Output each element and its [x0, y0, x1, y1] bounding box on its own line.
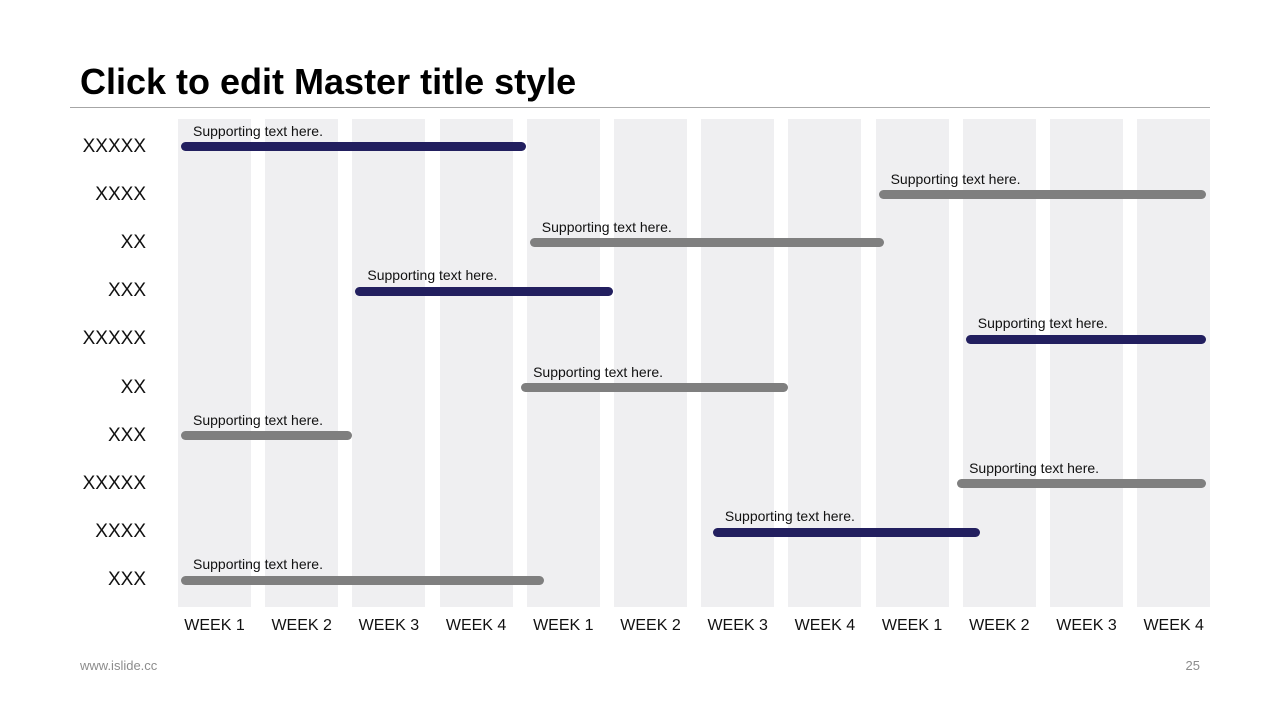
task-bar-label: Supporting text here.: [193, 556, 323, 573]
task-bar-label: Supporting text here.: [724, 508, 855, 525]
row-label: XX: [120, 231, 146, 253]
row-label: XX: [120, 376, 146, 398]
task-bar: [965, 334, 1206, 344]
row-label: XXXX: [95, 521, 146, 543]
task-bar: [521, 383, 788, 392]
timeline-column: [178, 119, 251, 607]
week-label: WEEK 3: [358, 617, 420, 634]
timeline-column: [526, 119, 600, 607]
week-label: WEEK 2: [620, 617, 681, 634]
task-bar-label: Supporting text here.: [193, 411, 323, 428]
page-number: 25: [1185, 658, 1200, 673]
timeline-column: [701, 119, 775, 607]
task-bar-label: Supporting text here.: [541, 218, 672, 235]
task-bar: [712, 527, 980, 537]
task-bar-label: Supporting text here.: [533, 363, 664, 380]
week-label: WEEK 2: [969, 617, 1030, 634]
row-label: XXX: [107, 280, 146, 302]
row-label: XXX: [107, 569, 146, 591]
slide-title: Click to edit Master title style: [80, 61, 577, 102]
task-bar-label: Supporting text here.: [367, 267, 498, 284]
row-label: XXXX: [95, 183, 146, 205]
row-label: XXXXX: [82, 328, 146, 350]
timeline-column: [265, 119, 339, 607]
week-label: WEEK 4: [1143, 617, 1204, 634]
task-bar-label: Supporting text here.: [890, 170, 1021, 187]
week-label: WEEK 1: [184, 617, 245, 634]
task-bar: [181, 431, 352, 441]
row-label: XXX: [107, 424, 146, 446]
title-divider: [70, 107, 1210, 108]
task-bar: [878, 190, 1206, 200]
week-label: WEEK 2: [271, 617, 332, 634]
task-bar-label: Supporting text here.: [977, 315, 1108, 332]
timeline-column: [1137, 119, 1211, 607]
timeline-column: [614, 119, 687, 607]
row-label: XXXXX: [82, 472, 146, 494]
week-label: WEEK 4: [794, 617, 856, 634]
task-bar: [355, 286, 614, 296]
task-bar-label: Supporting text here.: [969, 459, 1100, 476]
footer-url: www.islide.cc: [80, 658, 158, 673]
timeline-column: [875, 119, 949, 607]
timeline-column: [439, 119, 513, 607]
row-label: XXXXX: [82, 135, 146, 157]
timeline-column: [352, 119, 426, 607]
week-label: WEEK 3: [707, 617, 768, 634]
task-bar: [957, 479, 1206, 489]
week-label: WEEK 4: [445, 617, 507, 634]
week-label: WEEK 1: [881, 617, 943, 634]
task-bar: [181, 142, 527, 151]
week-label: WEEK 3: [1056, 617, 1117, 634]
week-label: WEEK 1: [533, 617, 594, 634]
task-bar: [529, 238, 884, 248]
timeline-column: [962, 119, 1036, 607]
timeline-column: [788, 119, 862, 607]
timeline-column: [1050, 119, 1123, 607]
task-bar-label: Supporting text here.: [193, 122, 323, 139]
task-bar: [181, 575, 544, 585]
